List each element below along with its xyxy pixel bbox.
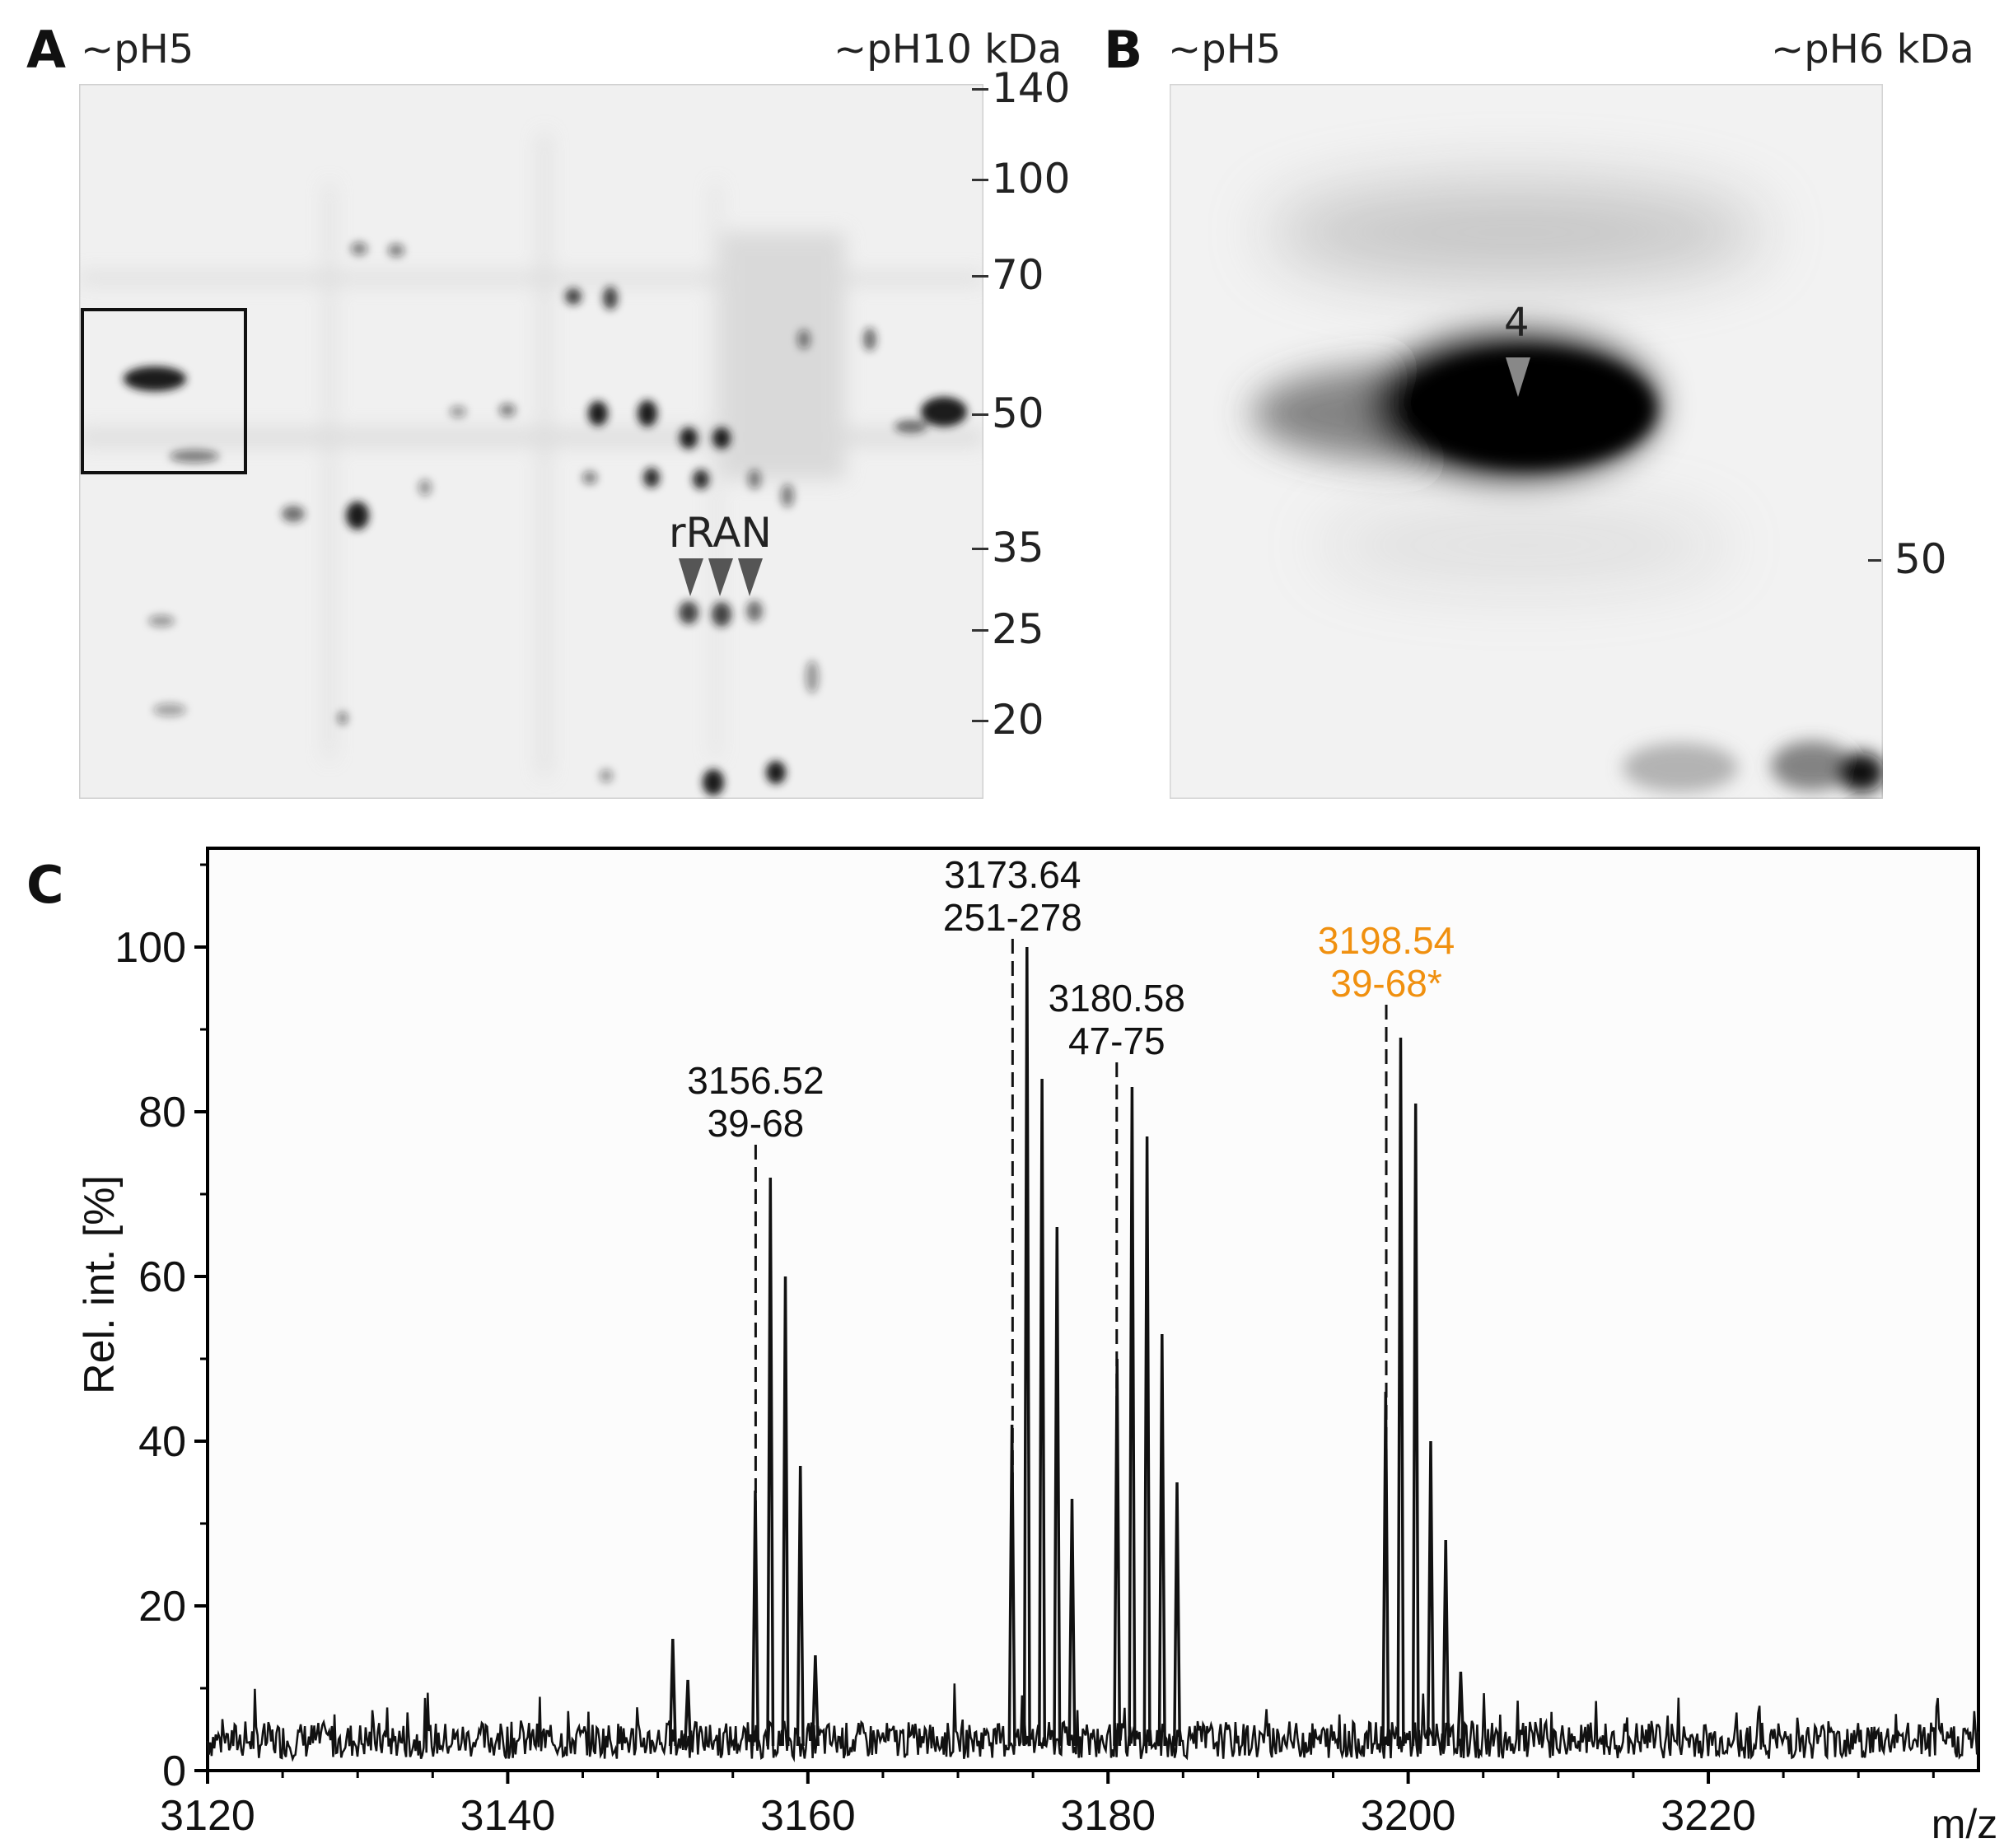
peak-annotation-mass: 3156.52 — [687, 1059, 824, 1102]
panel-a-gel-image — [77, 82, 985, 800]
y-axis-tick-label: 40 — [138, 1418, 186, 1466]
x-axis-tick-label: 3180 — [1060, 1792, 1156, 1840]
panel-a-left-ph: ~pH5 — [81, 26, 194, 72]
rran-label: rRAN — [669, 509, 772, 557]
panel-b-marker-tick — [1868, 559, 1881, 562]
spectrum-peak — [796, 1465, 805, 1747]
x-axis-tick-label: 3140 — [460, 1792, 556, 1840]
panel-a-letter: A — [26, 20, 66, 80]
spectrum-peak — [1067, 1498, 1077, 1747]
panel-a-marker-label: 70 — [992, 251, 1044, 299]
spectrum-peak — [1411, 1103, 1420, 1747]
spectrum-peak — [1007, 1424, 1016, 1747]
arrowhead-icon — [738, 558, 763, 596]
y-axis-tick-label: 20 — [138, 1583, 186, 1631]
y-axis-tick-label: 80 — [138, 1089, 186, 1136]
y-axis-tick-label: 0 — [162, 1748, 186, 1795]
y-axis-label: Rel. int. [%] — [76, 1175, 124, 1394]
panel-b-right-ph: ~pH6 kDa — [1771, 30, 1974, 69]
panel-b-unit: kDa — [1896, 26, 1974, 72]
panel-a-marker-tick — [972, 275, 988, 278]
panel-b-gel-image — [1168, 82, 1885, 800]
spectrum-peak — [668, 1638, 677, 1747]
plot-area-frame — [206, 847, 1980, 1772]
panel-b-arrowhead — [1506, 357, 1530, 397]
arrowhead-icon — [679, 558, 703, 596]
panel-a-marker-label: 100 — [992, 155, 1071, 203]
panel-b-left-ph: ~pH5 — [1168, 26, 1282, 72]
x-axis-label: m/z — [1932, 1801, 1998, 1847]
panel-a-marker-tick — [972, 629, 988, 632]
panel-a-marker-label: 35 — [992, 524, 1044, 572]
rran-arrowheads — [679, 558, 763, 596]
panel-a-marker-tick — [972, 413, 988, 416]
panel-b-marker-label: 50 — [1894, 535, 1947, 583]
panel-c-letter: C — [26, 855, 64, 915]
spectrum-peak — [1396, 1037, 1405, 1747]
panel-a-marker-tick — [972, 88, 988, 91]
arrowhead-icon — [1506, 357, 1530, 397]
panel-a-right-ph-value: ~pH10 — [834, 26, 972, 72]
spectrum-peak — [684, 1679, 693, 1747]
spectrum-peak — [1038, 1078, 1047, 1747]
peak-annotation-mass: 3198.54 — [1318, 919, 1455, 962]
panel-a-marker-label: 20 — [992, 696, 1044, 744]
spectrum-peak — [1157, 1333, 1166, 1747]
spectrum-baseline-trace — [206, 1683, 1980, 1762]
x-axis-tick-label: 3120 — [160, 1792, 255, 1840]
spectrum-peak — [1426, 1440, 1435, 1747]
y-axis-tick-label: 60 — [138, 1253, 186, 1301]
spectrum-peak — [1441, 1539, 1450, 1747]
x-axis: 3120 3140 3160 3180 3200 3220 — [160, 1771, 1935, 1840]
spectrum-peak — [781, 1276, 790, 1747]
panel-a-gel-svg — [77, 82, 985, 800]
spectrum-peak — [1456, 1671, 1465, 1747]
peak-annotation-range: 251-278 — [943, 896, 1082, 939]
x-axis-tick-label: 3200 — [1361, 1792, 1456, 1840]
peak-annotation-range: 39-68* — [1330, 962, 1442, 1005]
panel-a-marker-tick — [972, 179, 988, 181]
panel-b-right-ph-value: ~pH6 — [1771, 26, 1885, 72]
panel-b-gel-svg — [1168, 82, 1885, 800]
x-axis-tick-label: 3220 — [1661, 1792, 1756, 1840]
panel-a-marker-label: 50 — [992, 390, 1044, 437]
spectrum-trace — [206, 1683, 1980, 1762]
panel-a-marker-tick — [972, 548, 988, 550]
panel-a-marker-label: 140 — [992, 64, 1071, 112]
x-axis-tick-label: 3160 — [760, 1792, 856, 1840]
spectrum-peak — [1053, 1226, 1062, 1747]
spectrum-peak — [810, 1654, 820, 1747]
panel-a-marker-label: 25 — [992, 605, 1044, 653]
panel-a-right-ph: ~pH10 kDa — [834, 30, 1062, 69]
panel-b-letter: B — [1104, 20, 1143, 80]
spectrum-peaks — [668, 946, 1465, 1747]
y-axis-tick-label: 100 — [114, 924, 186, 972]
peak-annotation-mass: 3180.58 — [1049, 977, 1185, 1020]
arrowhead-icon — [708, 558, 733, 596]
panel-a-unit: kDa — [984, 26, 1063, 72]
peak-annotation-range: 39-68 — [708, 1102, 805, 1145]
panel-b-spot-label: 4 — [1504, 300, 1530, 346]
panel-a-marker-tick — [972, 720, 988, 722]
spectrum-peak — [1022, 946, 1031, 1747]
spectrum-peak — [1142, 1136, 1151, 1747]
peak-annotation-mass: 3173.64 — [944, 853, 1081, 896]
spectrum-peak — [1173, 1482, 1182, 1747]
spectrum-peak — [1128, 1086, 1137, 1747]
y-axis: 0 20 40 60 80 100 — [114, 863, 208, 1795]
spectrum-peak — [766, 1177, 775, 1747]
peak-annotation-range: 47-75 — [1068, 1020, 1165, 1062]
panel-a-highlight-box — [81, 308, 247, 474]
